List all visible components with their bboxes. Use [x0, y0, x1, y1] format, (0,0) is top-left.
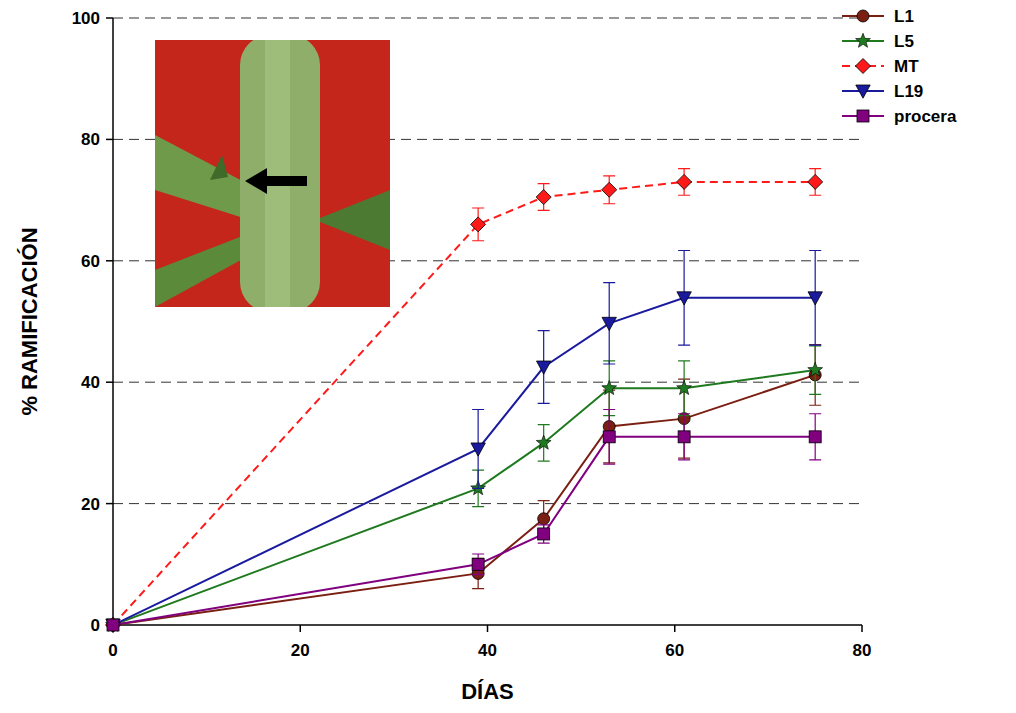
x-axis-title: DÍAS [461, 679, 514, 704]
error-bar [538, 525, 550, 543]
grid-line [113, 503, 862, 504]
data-point [538, 513, 550, 525]
data-point [808, 362, 823, 376]
data-point [808, 174, 823, 189]
data-point [678, 431, 690, 443]
legend-label: L19 [894, 82, 923, 101]
photo-leaf [315, 190, 390, 250]
legend-label: L1 [894, 7, 914, 26]
y-tick-label: 100 [72, 9, 100, 28]
legend-marker [857, 110, 869, 122]
data-point [602, 380, 617, 394]
data-point [106, 617, 121, 631]
data-point [602, 317, 616, 330]
data-point [106, 619, 120, 632]
series-line [113, 437, 815, 625]
data-point [603, 431, 615, 443]
photo-bud [210, 155, 228, 180]
data-point [472, 558, 484, 570]
data-marks [106, 169, 823, 633]
legend-label: MT [894, 57, 919, 76]
legend: L1 L5 MT L19 procera [842, 7, 957, 126]
photo-stem [240, 40, 320, 307]
data-point [602, 182, 617, 197]
x-tick-label: 0 [108, 641, 117, 660]
x-tick [861, 625, 863, 632]
chart: 0 20 40 60 80 100 0 20 40 60 80 DÍAS % RAMIFICACIÓN L… [0, 0, 1016, 713]
data-point [538, 528, 550, 540]
y-tick-label: 20 [81, 495, 100, 514]
grid-line [113, 18, 862, 19]
data-point [536, 435, 551, 449]
legend-marker [856, 59, 871, 74]
x-tick [300, 625, 302, 632]
data-point [677, 292, 691, 305]
y-tick-label: 80 [81, 130, 100, 149]
x-tick-label: 20 [291, 641, 310, 660]
photo-leaf [155, 135, 250, 220]
data-point [536, 190, 551, 205]
photo-leaf [155, 235, 250, 307]
data-lines [113, 182, 815, 625]
legend-marker [856, 85, 870, 98]
error-bar [809, 414, 821, 460]
photo-stem-light [265, 40, 290, 307]
series-line [113, 182, 815, 625]
x-tick-label: 40 [478, 641, 497, 660]
data-point [677, 380, 692, 394]
legend-label: procera [894, 107, 957, 126]
data-point [808, 292, 822, 305]
y-tick [106, 503, 113, 505]
grid-line [113, 382, 862, 383]
y-tick-label: 60 [81, 252, 100, 271]
data-point [471, 443, 485, 456]
data-point [107, 619, 119, 631]
series-line [113, 298, 815, 625]
y-tick [106, 139, 113, 141]
y-tick-label: 0 [91, 616, 100, 635]
error-bar [678, 414, 690, 460]
series-line [113, 370, 815, 625]
x-tick-label: 60 [665, 641, 684, 660]
data-point [106, 618, 121, 633]
legend-label: L5 [894, 32, 914, 51]
y-axis [112, 18, 114, 625]
x-tick [674, 625, 676, 632]
legend-marker [856, 33, 871, 47]
y-tick [106, 260, 113, 262]
y-tick [106, 381, 113, 383]
data-point [471, 217, 486, 232]
photo-arrow [245, 168, 307, 194]
y-axis-title: % RAMIFICACIÓN [17, 227, 42, 415]
inset-photo [155, 40, 390, 307]
error-bar [472, 554, 484, 575]
data-point [809, 431, 821, 443]
series-line [113, 375, 815, 625]
data-point [677, 174, 692, 189]
data-point [536, 361, 550, 374]
x-tick-label: 80 [853, 641, 872, 660]
x-tick [487, 625, 489, 632]
data-point [107, 619, 119, 631]
error-bar [603, 410, 615, 465]
y-tick-label: 40 [81, 373, 100, 392]
legend-marker [857, 10, 869, 22]
y-tick [106, 17, 113, 19]
